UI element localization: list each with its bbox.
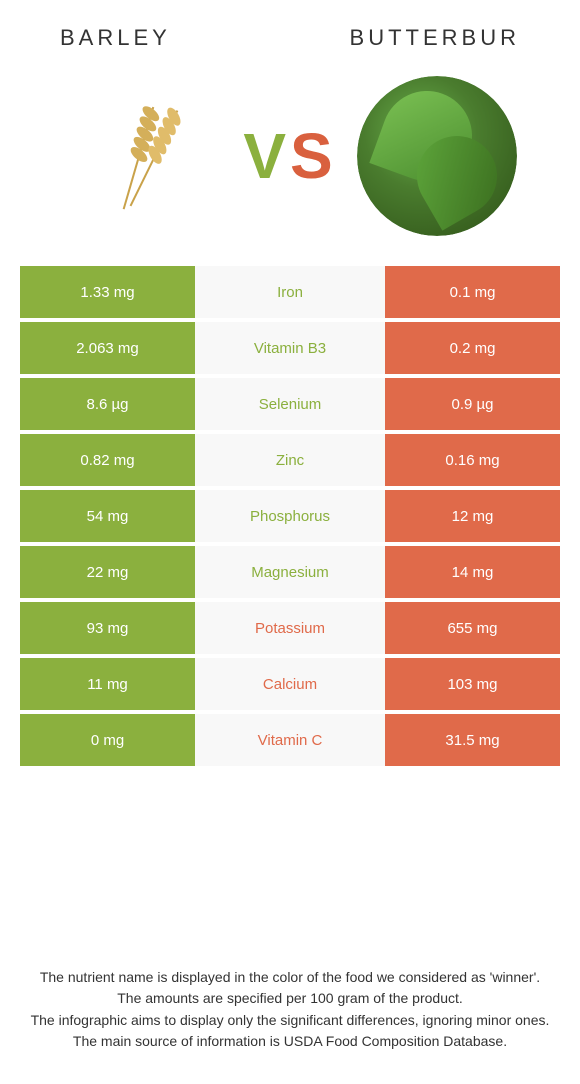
butterbur-icon [357, 76, 517, 236]
vs-v: V [243, 119, 290, 193]
right-value: 103 mg [385, 658, 560, 710]
barley-image [63, 76, 223, 236]
nutrient-label: Iron [195, 266, 385, 318]
left-value: 0.82 mg [20, 434, 195, 486]
table-row: 11 mgCalcium103 mg [20, 658, 560, 710]
table-row: 54 mgPhosphorus12 mg [20, 490, 560, 542]
nutrient-label: Potassium [195, 602, 385, 654]
right-value: 14 mg [385, 546, 560, 598]
footnotes: The nutrient name is displayed in the co… [20, 968, 560, 1054]
left-title: Barley [60, 25, 171, 51]
left-value: 22 mg [20, 546, 195, 598]
vs-label: VS [243, 119, 336, 193]
right-value: 0.16 mg [385, 434, 560, 486]
table-row: 93 mgPotassium655 mg [20, 602, 560, 654]
footnote-line: The amounts are specified per 100 gram o… [20, 989, 560, 1009]
left-value: 8.6 µg [20, 378, 195, 430]
right-value: 12 mg [385, 490, 560, 542]
table-row: 2.063 mgVitamin B30.2 mg [20, 322, 560, 374]
left-value: 1.33 mg [20, 266, 195, 318]
table-row: 0 mgVitamin C31.5 mg [20, 714, 560, 766]
nutrient-label: Magnesium [195, 546, 385, 598]
right-value: 0.9 µg [385, 378, 560, 430]
right-value: 0.2 mg [385, 322, 560, 374]
left-value: 2.063 mg [20, 322, 195, 374]
images-row: VS [0, 66, 580, 266]
comparison-table: 1.33 mgIron0.1 mg2.063 mgVitamin B30.2 m… [0, 266, 580, 766]
titles-row: Barley Butterbur [0, 0, 580, 66]
right-value: 655 mg [385, 602, 560, 654]
nutrient-label: Vitamin C [195, 714, 385, 766]
table-row: 1.33 mgIron0.1 mg [20, 266, 560, 318]
nutrient-label: Phosphorus [195, 490, 385, 542]
left-value: 11 mg [20, 658, 195, 710]
left-value: 54 mg [20, 490, 195, 542]
nutrient-label: Vitamin B3 [195, 322, 385, 374]
barley-icon [63, 96, 223, 216]
nutrient-label: Zinc [195, 434, 385, 486]
table-row: 0.82 mgZinc0.16 mg [20, 434, 560, 486]
footnote-line: The infographic aims to display only the… [20, 1011, 560, 1031]
vs-s: S [290, 119, 337, 193]
table-row: 22 mgMagnesium14 mg [20, 546, 560, 598]
nutrient-label: Selenium [195, 378, 385, 430]
left-value: 93 mg [20, 602, 195, 654]
table-row: 8.6 µgSelenium0.9 µg [20, 378, 560, 430]
footnote-line: The nutrient name is displayed in the co… [20, 968, 560, 988]
right-value: 31.5 mg [385, 714, 560, 766]
right-title: Butterbur [350, 25, 520, 51]
nutrient-label: Calcium [195, 658, 385, 710]
butterbur-image [357, 76, 517, 236]
footnote-line: The main source of information is USDA F… [20, 1032, 560, 1052]
right-value: 0.1 mg [385, 266, 560, 318]
left-value: 0 mg [20, 714, 195, 766]
